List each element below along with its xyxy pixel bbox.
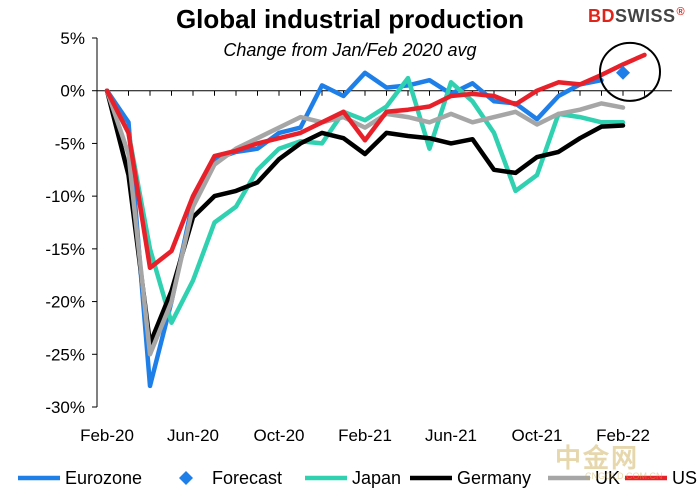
legend-swatch-forecast — [179, 471, 193, 485]
chart-series — [104, 52, 647, 389]
watermark-sub: CNGOLD.COM.CN — [585, 471, 663, 481]
legend-label-forecast: Forecast — [212, 468, 282, 488]
y-tick-label: -5% — [55, 134, 85, 153]
chart-subtitle: Change from Jan/Feb 2020 avg — [223, 40, 477, 60]
y-tick-label: -20% — [45, 293, 85, 312]
series-line-japan — [104, 75, 626, 325]
annotation-circle — [599, 41, 661, 102]
series-line-us — [104, 52, 647, 271]
y-tick-label: -15% — [45, 240, 85, 259]
x-tick-label: Feb-20 — [80, 426, 134, 445]
watermark: 中金网 CNGOLD.COM.CN — [555, 438, 663, 481]
x-tick-label: Feb-21 — [338, 426, 392, 445]
forecast-point — [616, 65, 630, 80]
watermark-main: 中金网 — [555, 443, 640, 473]
y-tick-label: 5% — [60, 29, 85, 48]
legend-label-eurozone: Eurozone — [65, 468, 142, 488]
brand-logo-swiss: SWISS — [615, 6, 676, 26]
x-tick-label: Jun-20 — [167, 426, 219, 445]
x-tick-label: Feb-22 — [596, 426, 650, 445]
chart-legend: Eurozone Forecast Japan Germany UK US — [18, 468, 697, 488]
chart-axes: 5% 0% -5% -10% -15% -20% -25% -30% Feb-20 Jun-20 O… — [45, 29, 672, 445]
brand-logo-bd: BD — [588, 6, 615, 26]
legend-label-us: US — [672, 468, 697, 488]
legend-label-germany: Germany — [457, 468, 531, 488]
brand-logo-mark: ® — [676, 6, 686, 18]
x-tick-label: Jun-21 — [425, 426, 477, 445]
y-tick-label: -25% — [45, 345, 85, 364]
y-tick-label: -10% — [45, 187, 85, 206]
brand-logo: BDSWISS® — [588, 6, 685, 27]
series-line-germany — [104, 88, 626, 346]
series-line-uk — [104, 88, 626, 357]
x-tick-label: Oct-21 — [511, 426, 562, 445]
y-tick-label: -30% — [45, 398, 85, 417]
y-tick-label: 0% — [60, 82, 85, 101]
chart-title: Global industrial production — [175, 4, 525, 34]
legend-label-uk: UK — [595, 468, 620, 488]
chart-annotations — [599, 41, 661, 102]
x-tick-label: Oct-20 — [253, 426, 304, 445]
legend-label-japan: Japan — [352, 468, 401, 488]
